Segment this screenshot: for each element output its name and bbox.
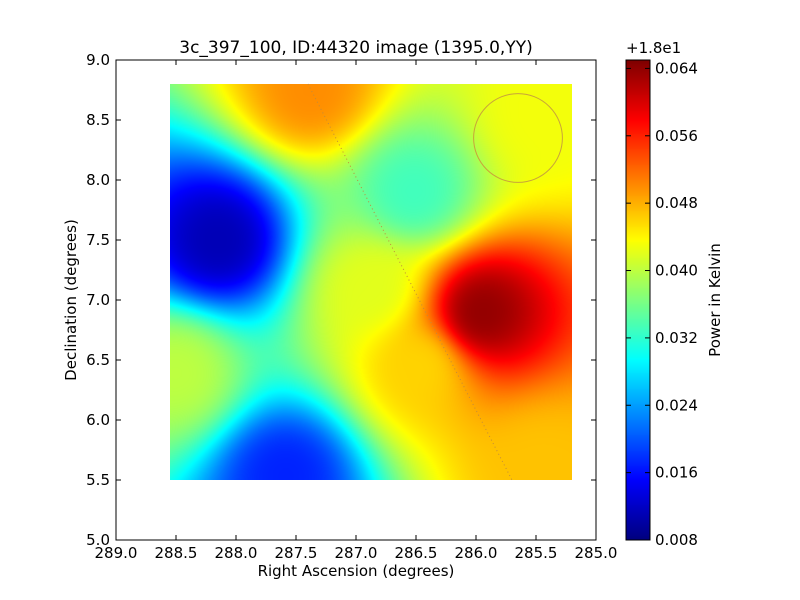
colorbar: 0.064 0.056 0.048 0.040 0.032 0.024 0.016 0.008…	[625, 39, 724, 549]
colorbar-tick-label: 0.016	[655, 464, 698, 482]
colorbar-tick-label: 0.024	[655, 396, 698, 414]
x-axis-ticks: 289.0 288.5 288.0 287.5 287.0 286.5 286.0 285.5…	[95, 60, 618, 562]
colorbar-tick-label: 0.008	[655, 531, 698, 549]
y-tick-label: 8.0	[86, 171, 110, 189]
x-tick-label: 288.5	[155, 544, 198, 562]
x-tick-label: 286.0	[455, 544, 498, 562]
y-tick-label: 9.0	[86, 51, 110, 69]
x-tick-label: 288.0	[215, 544, 258, 562]
y-tick-label: 6.5	[86, 351, 110, 369]
x-tick-label: 289.0	[95, 544, 138, 562]
heatmap-region	[170, 84, 572, 480]
colorbar-tick-label: 0.064	[655, 59, 698, 77]
colorbar-tick-label: 0.040	[655, 262, 698, 280]
x-axis-label: Right Ascension (degrees)	[258, 562, 455, 580]
x-tick-label: 285.5	[515, 544, 558, 562]
x-tick-label: 287.0	[335, 544, 378, 562]
colorbar-tick-label: 0.032	[655, 329, 698, 347]
y-tick-label: 8.5	[86, 111, 110, 129]
y-axis-label: Declination (degrees)	[62, 219, 80, 381]
plot-area: 289.0 288.5 288.0 287.5 287.0 286.5 286.0 285.5…	[86, 51, 617, 562]
y-axis-ticks: 9.0 8.5 8.0 7.5 7.0 6.5 6.0 5.5 5.0	[86, 51, 596, 549]
y-tick-label: 7.5	[86, 231, 110, 249]
colorbar-offset-label: +1.8e1	[626, 39, 681, 57]
x-tick-label: 287.5	[275, 544, 318, 562]
y-tick-label: 7.0	[86, 291, 110, 309]
y-tick-label: 5.5	[86, 471, 110, 489]
y-tick-label: 6.0	[86, 411, 110, 429]
x-tick-label: 285.0	[575, 544, 618, 562]
colorbar-tick-label: 0.048	[655, 194, 698, 212]
chart-title: 3c_397_100, ID:44320 image (1395.0,YY)	[179, 38, 532, 58]
colorbar-frame	[625, 59, 651, 541]
colorbar-ticks: 0.064 0.056 0.048 0.040 0.032 0.024 0.016 0.008	[626, 59, 698, 549]
y-tick-label: 5.0	[86, 531, 110, 549]
x-tick-label: 286.5	[395, 544, 438, 562]
heatmap-overlay	[307, 83, 563, 481]
colorbar-tick-label: 0.056	[655, 127, 698, 145]
beam-circle	[473, 93, 563, 183]
heatmap-canvas	[170, 84, 572, 480]
colorbar-label: Power in Kelvin	[706, 243, 724, 357]
colorbar-gradient	[626, 60, 650, 540]
